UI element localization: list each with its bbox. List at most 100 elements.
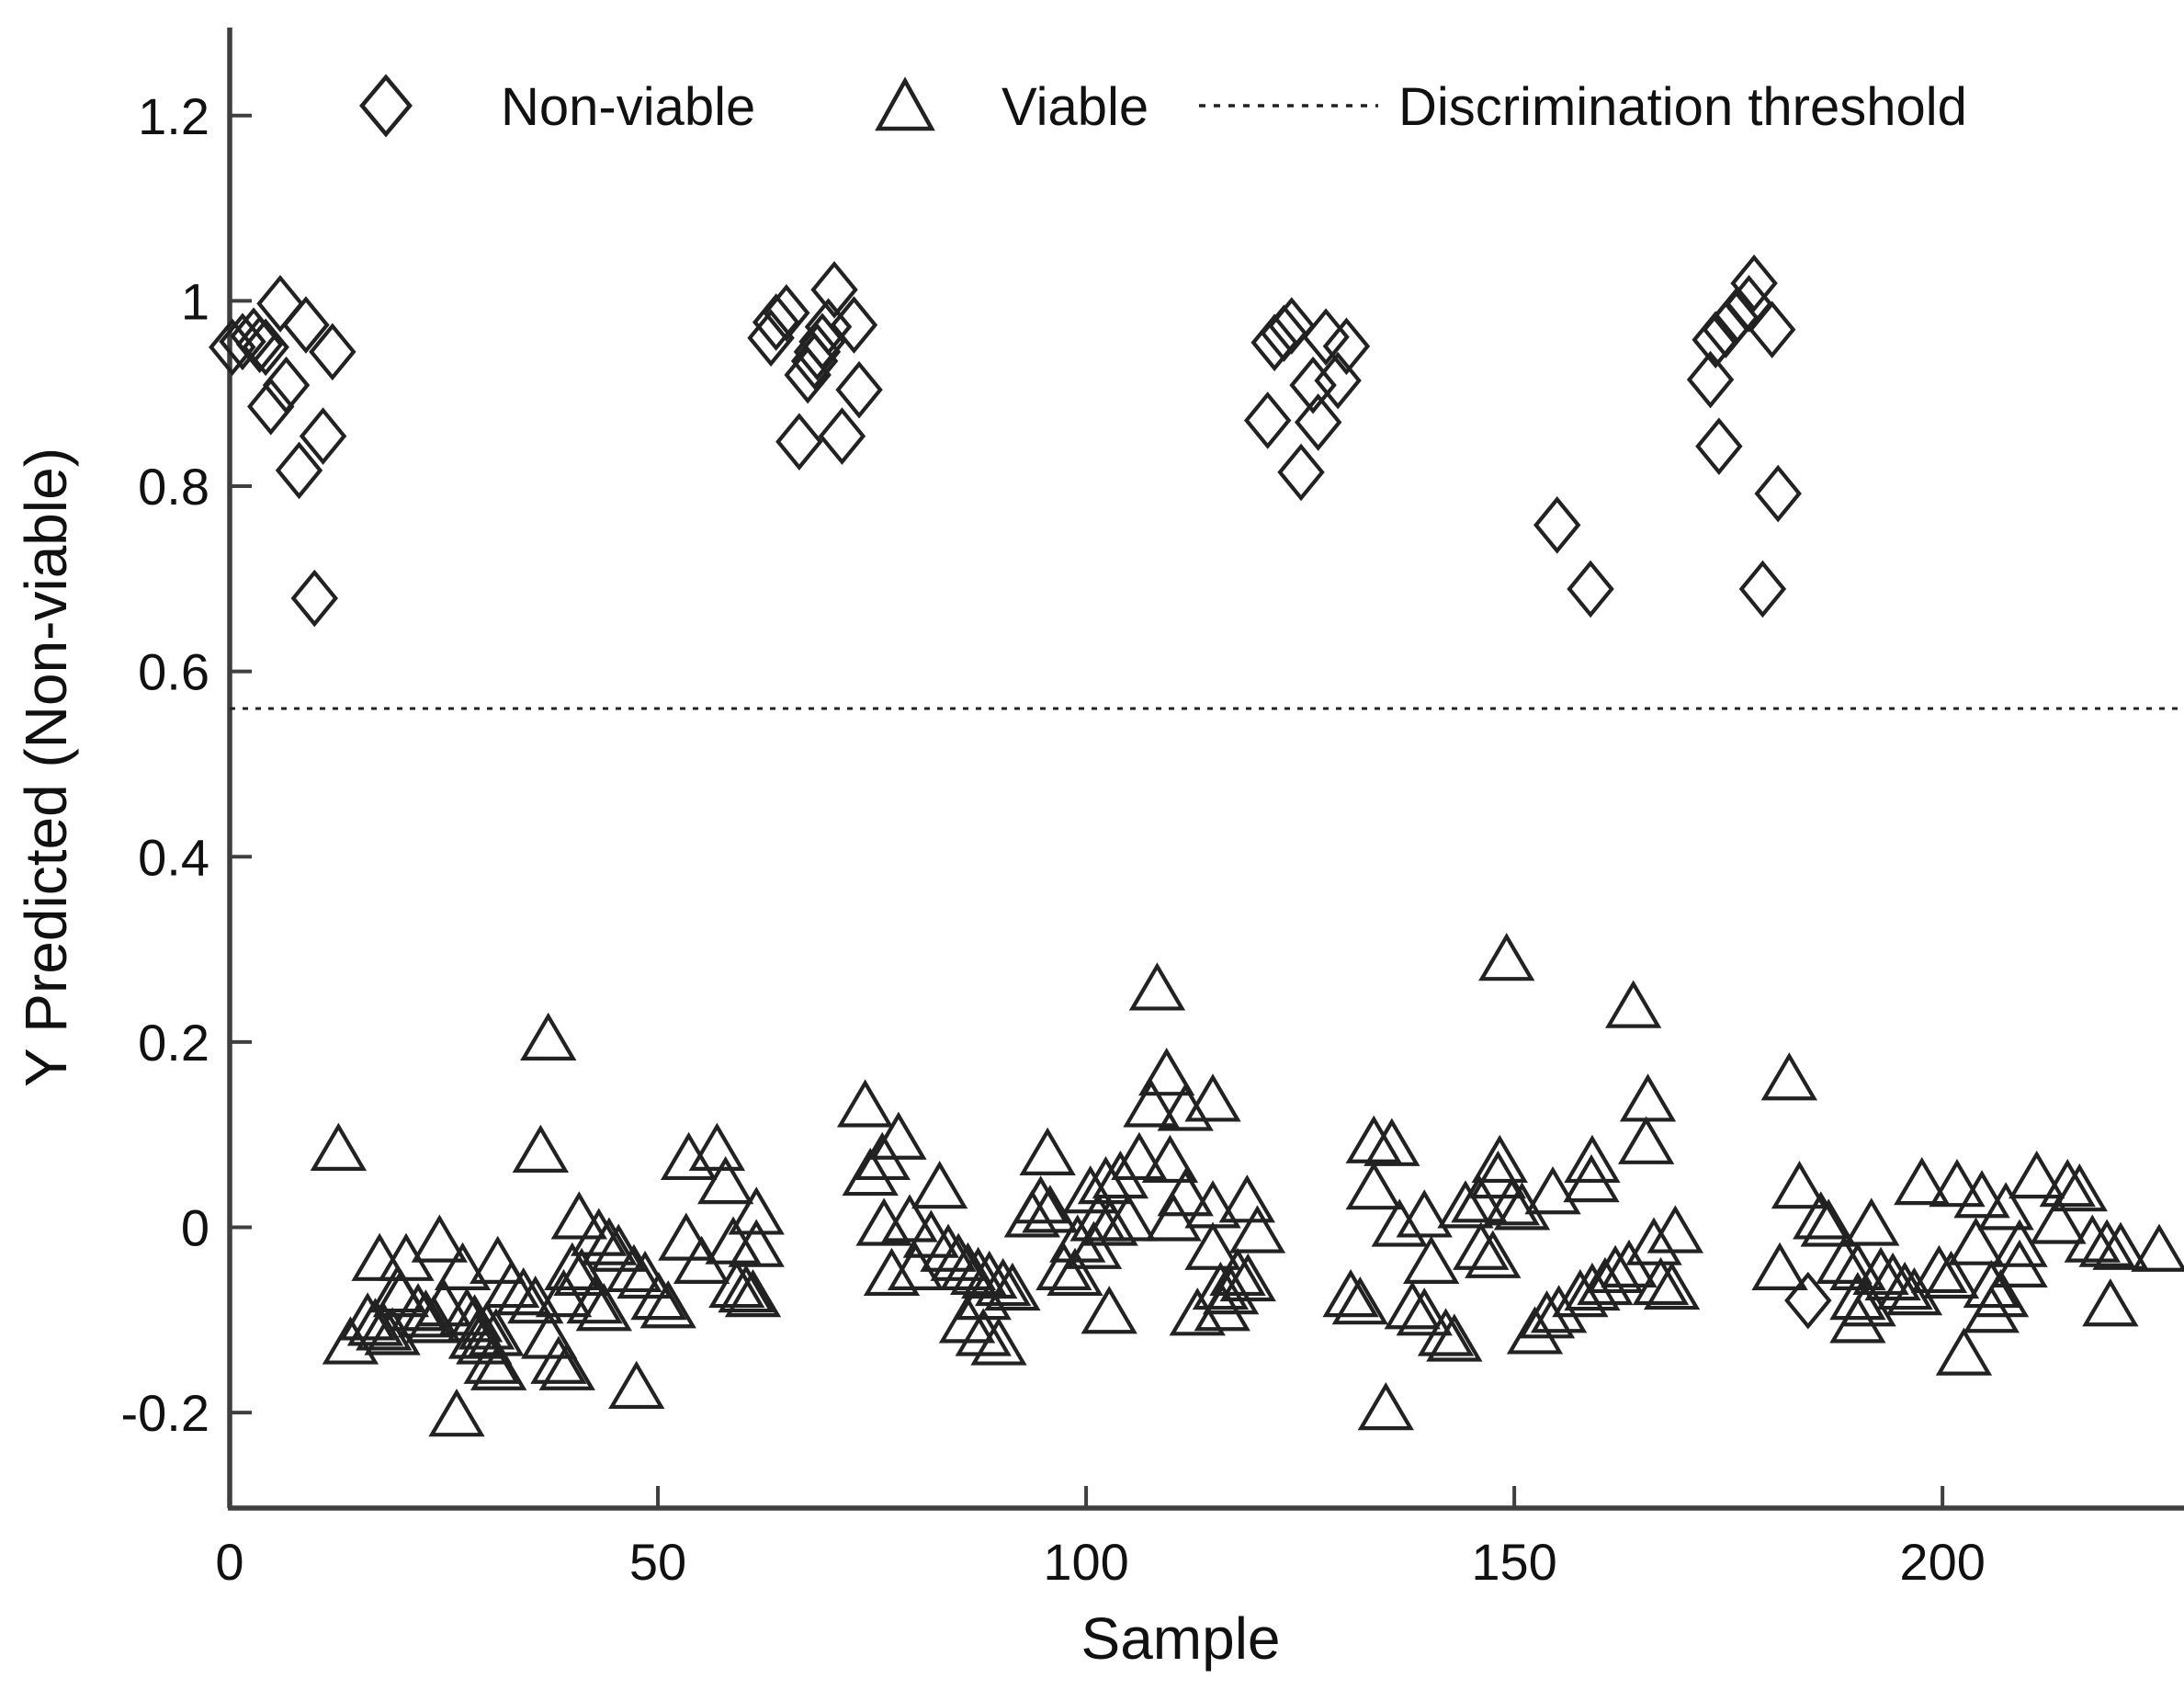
viable-marker — [2082, 1278, 2139, 1327]
viable-marker — [1977, 1182, 2034, 1231]
x-tick-label: 200 — [1899, 1533, 1985, 1591]
viable-marker — [930, 1232, 987, 1281]
viable-marker — [575, 1283, 632, 1332]
viable-marker — [1524, 1166, 1581, 1215]
viable-marker — [1065, 1220, 1123, 1269]
y-tick-label: 0.4 — [138, 828, 209, 886]
viable-marker — [1371, 1198, 1428, 1247]
viable-marker — [1852, 1246, 1909, 1296]
viable-marker — [2078, 1219, 2135, 1267]
viable-marker — [1617, 1116, 1675, 1164]
viable-marker — [1453, 1221, 1510, 1270]
viable-marker — [1632, 1256, 1690, 1306]
viable-marker — [428, 1389, 485, 1437]
viable-marker — [1111, 1131, 1168, 1181]
non-viable-marker — [290, 569, 338, 628]
non-viable-marker — [775, 413, 823, 471]
y-tick-label: 1 — [181, 272, 209, 330]
viable-marker — [1953, 1170, 2010, 1219]
viable-marker — [955, 1272, 1012, 1321]
non-viable-marker — [1268, 297, 1316, 355]
y-tick-label: 0.6 — [138, 643, 209, 701]
non-viable-marker — [763, 284, 810, 342]
non-viable-marker — [242, 318, 289, 377]
viable-marker — [1760, 1052, 1817, 1101]
viable-marker — [1345, 1115, 1402, 1163]
viable-marker — [630, 1272, 687, 1321]
viable-marker — [1587, 1244, 1644, 1294]
viable-marker — [397, 1289, 455, 1338]
viable-marker — [1157, 1083, 1214, 1131]
viable-marker — [1123, 1079, 1180, 1128]
y-tick-label: 0.2 — [138, 1014, 209, 1072]
x-axis-label: Sample — [1081, 1605, 1281, 1672]
non-viable-marker — [1533, 496, 1581, 554]
viable-marker — [1184, 1221, 1241, 1270]
viable-marker — [708, 1259, 765, 1309]
non-viable-marker — [747, 309, 795, 368]
viable-marker — [1035, 1242, 1092, 1290]
viable-marker — [984, 1262, 1041, 1311]
legend-label-threshold: Discrimination threshold — [1398, 77, 1967, 137]
viable-marker — [728, 1186, 785, 1235]
viable-marker — [434, 1242, 492, 1290]
viable-marker — [495, 1266, 552, 1316]
viable-marker — [1625, 1217, 1682, 1265]
viable-marker — [566, 1276, 623, 1324]
viable-marker — [1128, 962, 1186, 1011]
viable-marker — [1483, 1177, 1540, 1226]
viable-marker — [538, 1342, 595, 1390]
legend-item-viable: Viable — [875, 76, 1149, 137]
viable-marker — [1894, 1157, 1951, 1206]
non-viable-marker — [1277, 443, 1325, 502]
viable-marker — [728, 1219, 785, 1267]
y-tick-label: 1.2 — [138, 87, 209, 145]
viable-marker — [1437, 1180, 1494, 1229]
viable-marker — [2030, 1196, 2087, 1244]
viable-marker — [1829, 1272, 1886, 1321]
non-viable-marker — [1314, 351, 1362, 410]
viable-marker — [1471, 1134, 1528, 1184]
viable-marker — [535, 1268, 593, 1318]
viable-marker — [346, 1298, 404, 1346]
non-viable-marker — [790, 332, 839, 391]
viable-marker — [975, 1257, 1032, 1307]
viable-marker — [920, 1223, 977, 1272]
viable-marker — [863, 1247, 921, 1297]
viable-marker — [949, 1246, 1007, 1296]
viable-marker — [1194, 1283, 1250, 1332]
diamond-icon — [359, 74, 413, 138]
viable-marker — [1396, 1189, 1453, 1238]
non-viable-marker — [282, 296, 330, 354]
non-viable-marker — [209, 318, 256, 377]
viable-marker — [1751, 1242, 1808, 1290]
viable-marker — [1564, 1134, 1621, 1184]
viable-marker — [447, 1310, 505, 1359]
viable-marker — [1022, 1185, 1079, 1233]
viable-marker — [1141, 1134, 1199, 1184]
viable-marker — [1800, 1198, 1857, 1247]
non-viable-marker — [1784, 1271, 1832, 1330]
triangle-icon — [875, 76, 935, 131]
viable-marker — [482, 1259, 540, 1309]
non-viable-marker — [1686, 350, 1735, 409]
y-tick-label: 0.8 — [138, 458, 209, 516]
viable-marker — [1228, 1205, 1286, 1253]
viable-marker — [1384, 1281, 1441, 1330]
viable-marker — [550, 1191, 607, 1240]
viable-marker — [322, 1316, 379, 1365]
viable-marker — [512, 1124, 570, 1173]
non-viable-marker — [1695, 417, 1743, 475]
viable-marker — [1077, 1155, 1135, 1205]
viable-marker — [1403, 1235, 1460, 1284]
viable-marker — [1469, 1150, 1527, 1199]
viable-marker — [1793, 1191, 1850, 1240]
x-tick-label: 50 — [629, 1533, 686, 1591]
viable-marker — [1771, 1161, 1828, 1209]
viable-marker — [530, 1335, 587, 1384]
viable-marker — [1816, 1235, 1873, 1284]
non-viable-marker — [1754, 464, 1802, 523]
viable-marker — [1552, 1268, 1609, 1318]
non-viable-marker — [299, 407, 347, 465]
